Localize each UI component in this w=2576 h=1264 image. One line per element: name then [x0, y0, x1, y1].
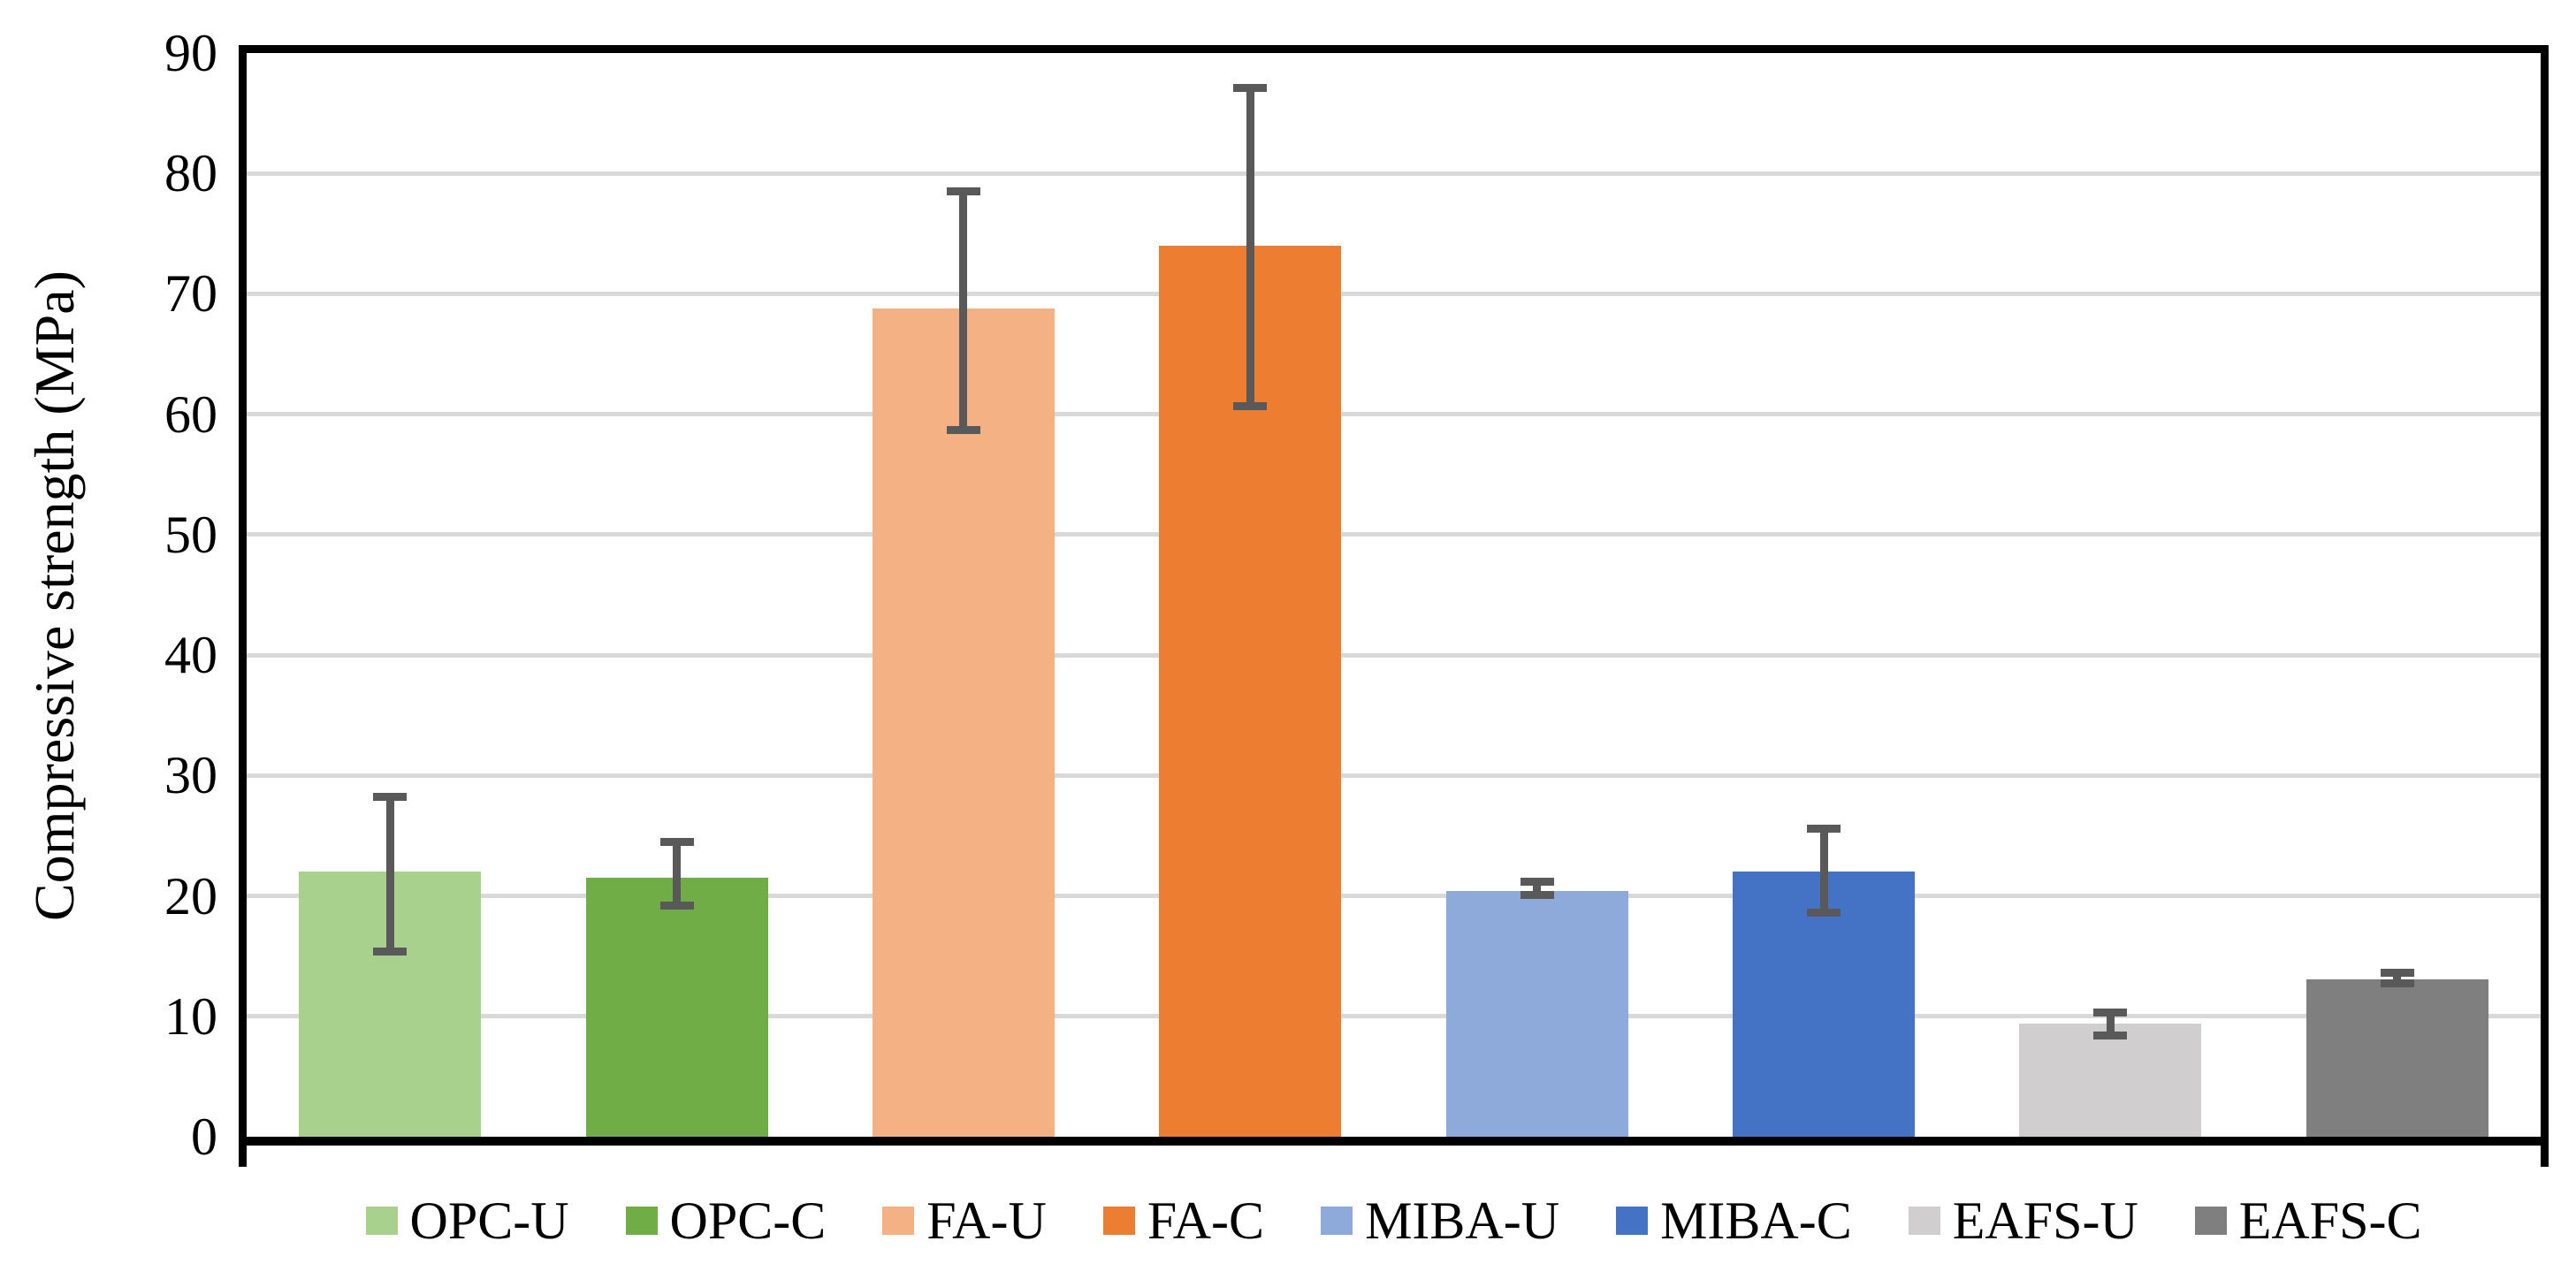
- legend-label: FA-C: [1147, 1192, 1265, 1250]
- error-bar-line-opc-c: [673, 841, 681, 905]
- legend-swatch-eafs-c: [2194, 1207, 2227, 1235]
- error-bar-line-fa-u: [959, 192, 967, 430]
- error-bar-top-cap-fa-u: [947, 187, 980, 195]
- legend-item-fa-u: FA-U: [882, 1194, 1047, 1247]
- gridline-layer: [247, 53, 2541, 1137]
- error-bar-top-cap-opc-c: [660, 838, 694, 846]
- legend-item-miba-u: MIBA-U: [1321, 1194, 1559, 1247]
- y-tick-label-70: 70: [164, 264, 217, 324]
- y-tick-label-30: 30: [164, 746, 217, 805]
- error-bar-top-cap-eafs-u: [2093, 1009, 2127, 1017]
- legend-swatch-miba-c: [1616, 1207, 1649, 1235]
- y-tick-label-40: 40: [164, 626, 217, 685]
- error-bars-layer: [247, 53, 2541, 1137]
- error-bar-top-cap-miba-c: [1807, 825, 1841, 833]
- bar-opc-c: [586, 878, 768, 1137]
- legend-item-miba-c: MIBA-C: [1616, 1194, 1852, 1247]
- error-bar-top-cap-eafs-c: [2381, 969, 2414, 977]
- x-axis-right-end-tick: [2541, 1146, 2549, 1167]
- legend-swatch-fa-u: [882, 1207, 915, 1235]
- gridline-70: [247, 291, 2541, 296]
- bar-eafs-u: [2019, 1024, 2201, 1137]
- y-tick-label-0: 0: [191, 1108, 217, 1166]
- error-bar-bottom-cap-fa-c: [1233, 402, 1267, 410]
- y-tick-label-50: 50: [164, 505, 217, 564]
- legend-swatch-miba-u: [1321, 1207, 1353, 1235]
- y-tick-label-80: 80: [164, 144, 217, 203]
- error-bar-top-cap-fa-c: [1233, 84, 1267, 92]
- error-bar-bottom-cap-miba-u: [1520, 891, 1554, 899]
- gridline-40: [247, 652, 2541, 658]
- error-bar-line-opc-u: [386, 797, 394, 951]
- error-bar-line-miba-u: [1533, 881, 1541, 895]
- legend-label: OPC-U: [409, 1192, 569, 1250]
- legend-item-eafs-c: EAFS-C: [2194, 1192, 2422, 1250]
- y-tick-label-60: 60: [164, 385, 217, 444]
- bars-layer: [247, 53, 2541, 1137]
- error-bar-top-cap-opc-u: [373, 793, 407, 801]
- bar-fa-u: [873, 308, 1055, 1137]
- y-axis-title: Compressive strength (MPa): [23, 270, 86, 921]
- error-bar-top-cap-miba-u: [1520, 878, 1554, 886]
- legend-label: EAFS-C: [2238, 1192, 2422, 1250]
- error-bar-bottom-cap-opc-u: [373, 948, 407, 956]
- error-bar-line-miba-c: [1820, 828, 1828, 912]
- gridline-20: [247, 894, 2541, 899]
- bar-miba-u: [1446, 891, 1628, 1137]
- plot-area: [239, 45, 2549, 1146]
- gridline-80: [247, 171, 2541, 176]
- y-tick-label-90: 90: [164, 24, 217, 82]
- error-bar-bottom-cap-miba-c: [1807, 909, 1841, 917]
- legend-swatch-opc-u: [365, 1207, 398, 1235]
- chart-legend: OPC-U OPC-C FA-U FA-C MIBA-U MIBA-C EAFS-U EAFS…: [239, 1181, 2549, 1260]
- error-bar-bottom-cap-eafs-c: [2381, 979, 2414, 987]
- gridline-10: [247, 1014, 2541, 1019]
- error-bar-bottom-cap-eafs-u: [2093, 1032, 2127, 1039]
- legend-swatch-opc-c: [625, 1207, 658, 1235]
- error-bar-line-eafs-u: [2107, 1013, 2115, 1036]
- legend-item-eafs-u: EAFS-U: [1908, 1192, 2138, 1250]
- legend-item-opc-u: OPC-U: [365, 1192, 569, 1250]
- legend-label: MIBA-C: [1660, 1192, 1852, 1250]
- legend-item-fa-c: FA-C: [1102, 1192, 1265, 1250]
- gridline-30: [247, 773, 2541, 778]
- x-axis-left-end-tick: [239, 1146, 247, 1167]
- legend-swatch-eafs-u: [1908, 1207, 1940, 1235]
- error-bar-line-eafs-c: [2393, 973, 2401, 984]
- legend-label: MIBA-U: [1365, 1192, 1560, 1250]
- gridline-60: [247, 412, 2541, 417]
- y-tick-label-20: 20: [164, 866, 217, 925]
- legend-swatch-fa-c: [1102, 1207, 1135, 1235]
- legend-item-opc-c: OPC-C: [625, 1192, 827, 1250]
- bar-eafs-c: [2306, 979, 2488, 1137]
- error-bar-bottom-cap-fa-u: [947, 426, 980, 434]
- gridline-50: [247, 532, 2541, 537]
- y-tick-label-10: 10: [164, 986, 217, 1046]
- error-bar-line-fa-c: [1246, 88, 1254, 407]
- legend-label: EAFS-U: [1952, 1192, 2138, 1250]
- legend-label: FA-U: [926, 1192, 1047, 1250]
- legend-label: OPC-C: [669, 1192, 827, 1250]
- error-bar-bottom-cap-opc-c: [660, 902, 694, 910]
